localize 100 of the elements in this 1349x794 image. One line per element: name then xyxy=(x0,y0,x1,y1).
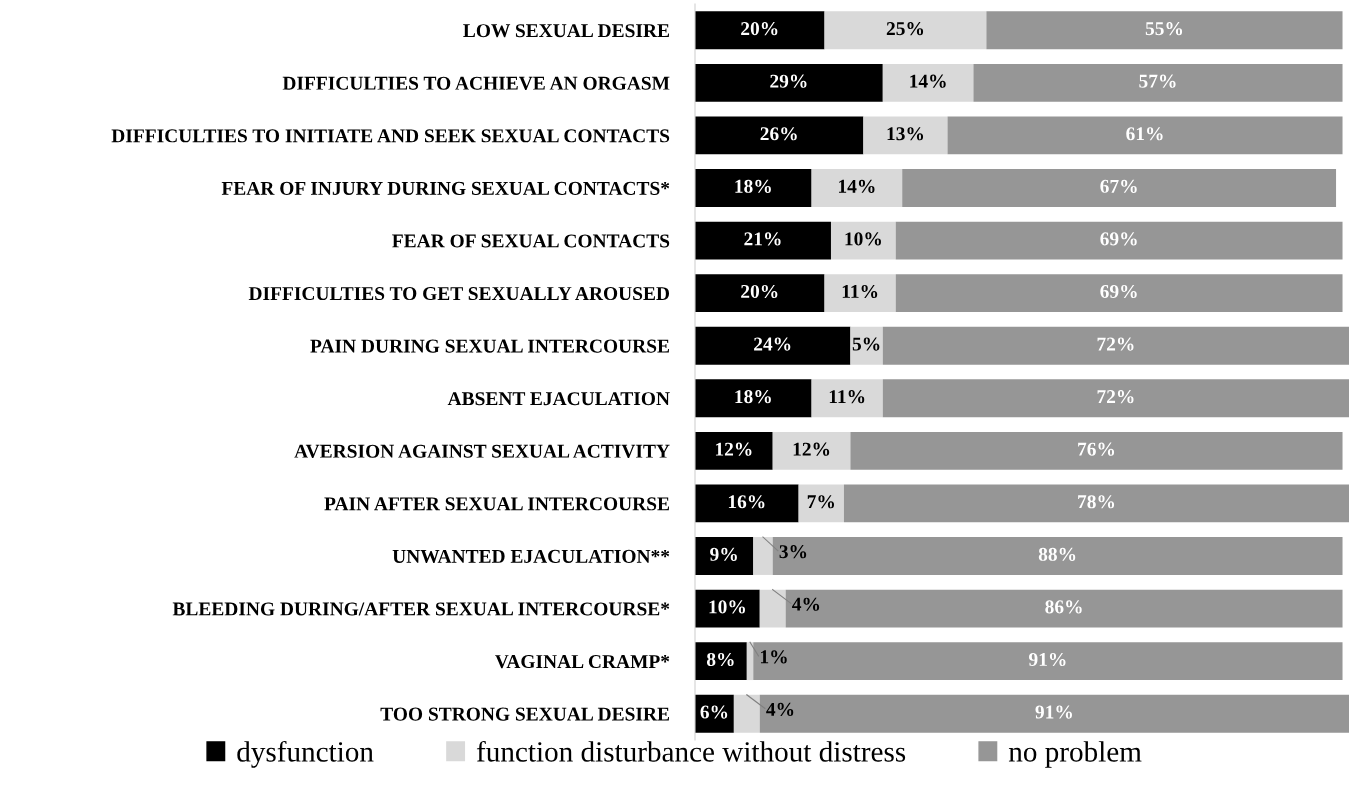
data-label: 8% xyxy=(706,652,734,667)
data-label: 10% xyxy=(709,600,745,614)
bar xyxy=(695,484,799,523)
y-tick-label: LOW SEXUAL DESIRE xyxy=(463,24,669,38)
bar xyxy=(695,326,851,365)
bar xyxy=(753,642,1343,681)
bar xyxy=(695,11,825,50)
data-label: 86% xyxy=(1045,600,1082,614)
data-label: 6% xyxy=(700,705,728,719)
data-label: 14% xyxy=(910,74,946,88)
y-tick-label: PAIN AFTER SEXUAL INTERCOURSE xyxy=(324,497,669,511)
bar xyxy=(695,589,760,628)
y-tick-label: AVERSION AGAINST SEXUAL ACTIVITY xyxy=(294,444,670,458)
data-label: 18% xyxy=(735,179,771,193)
data-label: 4% xyxy=(766,702,794,717)
bar xyxy=(695,274,825,313)
y-tick-label: DIFFICULTIES TO INITIATE AND SEEK SEXUAL CONTACTS xyxy=(111,129,670,143)
data-label: 14% xyxy=(839,179,875,193)
bar xyxy=(811,379,883,418)
data-label: 24% xyxy=(754,337,791,351)
data-label: 55% xyxy=(1145,22,1183,36)
data-label: 20% xyxy=(741,22,778,36)
data-label: 12% xyxy=(793,442,830,456)
data-label: 11% xyxy=(842,284,878,299)
data-label: 26% xyxy=(760,127,797,141)
data-label: 69% xyxy=(1100,232,1137,246)
y-tick-label: ABSENT EJACULATION xyxy=(447,392,670,406)
bar xyxy=(759,589,786,628)
bar xyxy=(947,116,1343,155)
bar xyxy=(753,537,773,575)
data-label: 88% xyxy=(1038,547,1076,561)
bar xyxy=(882,379,1349,418)
data-label: 12% xyxy=(715,442,752,456)
data-label: 69% xyxy=(1100,284,1137,299)
bar xyxy=(759,694,1349,733)
bar xyxy=(785,589,1343,628)
y-tick-label: DIFFICULTIES TO ACHIEVE AN ORGASM xyxy=(282,76,670,90)
bar xyxy=(695,116,864,155)
data-label: 57% xyxy=(1139,74,1176,88)
bar xyxy=(824,11,987,50)
bar xyxy=(824,274,896,313)
data-label: 10% xyxy=(845,232,881,246)
bar xyxy=(695,169,812,207)
bar xyxy=(746,642,754,681)
data-label: 16% xyxy=(728,495,765,509)
data-label: 20% xyxy=(741,284,778,299)
data-label: 72% xyxy=(1097,390,1134,404)
data-label: 78% xyxy=(1078,495,1115,509)
data-label: 67% xyxy=(1100,179,1137,193)
data-label: 3% xyxy=(779,545,807,559)
bar xyxy=(695,694,734,733)
data-label: 4% xyxy=(792,597,820,611)
bar xyxy=(695,537,754,575)
bar xyxy=(986,11,1343,50)
bar xyxy=(695,63,883,102)
y-tick-label: VAGINAL CRAMP* xyxy=(495,655,670,669)
data-label: 25% xyxy=(886,22,924,36)
bar xyxy=(695,221,831,260)
y-tick-label: BLEEDING DURING/AFTER SEXUAL INTERCOURSE* xyxy=(172,602,670,616)
bar xyxy=(850,431,1343,470)
bar xyxy=(902,169,1337,207)
data-label: 29% xyxy=(770,74,807,88)
legend-label: function disturbance without distress xyxy=(476,740,906,762)
y-tick-label: DIFFICULTIES TO GET SEXUALLY AROUSED xyxy=(248,287,670,301)
data-label: 11% xyxy=(829,390,865,404)
bar xyxy=(733,694,760,733)
y-tick-label: TOO STRONG SEXUAL DESIRE xyxy=(380,707,669,721)
data-label: 61% xyxy=(1126,127,1163,141)
bar xyxy=(843,484,1349,523)
bar xyxy=(772,431,851,470)
legend-label: no problem xyxy=(1008,741,1142,768)
bar xyxy=(863,116,948,155)
bar xyxy=(850,326,883,365)
y-tick-label: PAIN DURING SEXUAL INTERCOURSE xyxy=(310,339,669,353)
y-tick-label: FEAR OF SEXUAL CONTACTS xyxy=(392,234,670,248)
data-label: 21% xyxy=(744,232,781,246)
bar xyxy=(882,326,1349,365)
bar xyxy=(772,537,1343,575)
data-label: 1% xyxy=(760,650,787,664)
data-label: 9% xyxy=(710,547,737,561)
bar xyxy=(695,431,773,470)
bar xyxy=(695,642,747,681)
bar xyxy=(798,484,844,523)
bar xyxy=(882,63,974,102)
data-label: 5% xyxy=(852,337,880,351)
bar xyxy=(830,221,896,260)
bar xyxy=(811,169,903,207)
bar xyxy=(695,379,812,418)
bar xyxy=(895,274,1343,313)
data-label: 76% xyxy=(1078,442,1115,456)
data-label: 7% xyxy=(807,495,835,509)
legend-label: dysfunction xyxy=(237,740,374,768)
data-label: 91% xyxy=(1035,705,1072,719)
data-label: 91% xyxy=(1028,652,1066,667)
y-tick-label: FEAR OF INJURY DURING SEXUAL CONTACTS* xyxy=(221,181,670,195)
y-tick-label: UNWANTED EJACULATION** xyxy=(392,549,670,564)
data-label: 13% xyxy=(887,127,924,141)
bar xyxy=(973,63,1343,102)
data-label: 18% xyxy=(735,390,771,404)
bar xyxy=(895,221,1343,260)
